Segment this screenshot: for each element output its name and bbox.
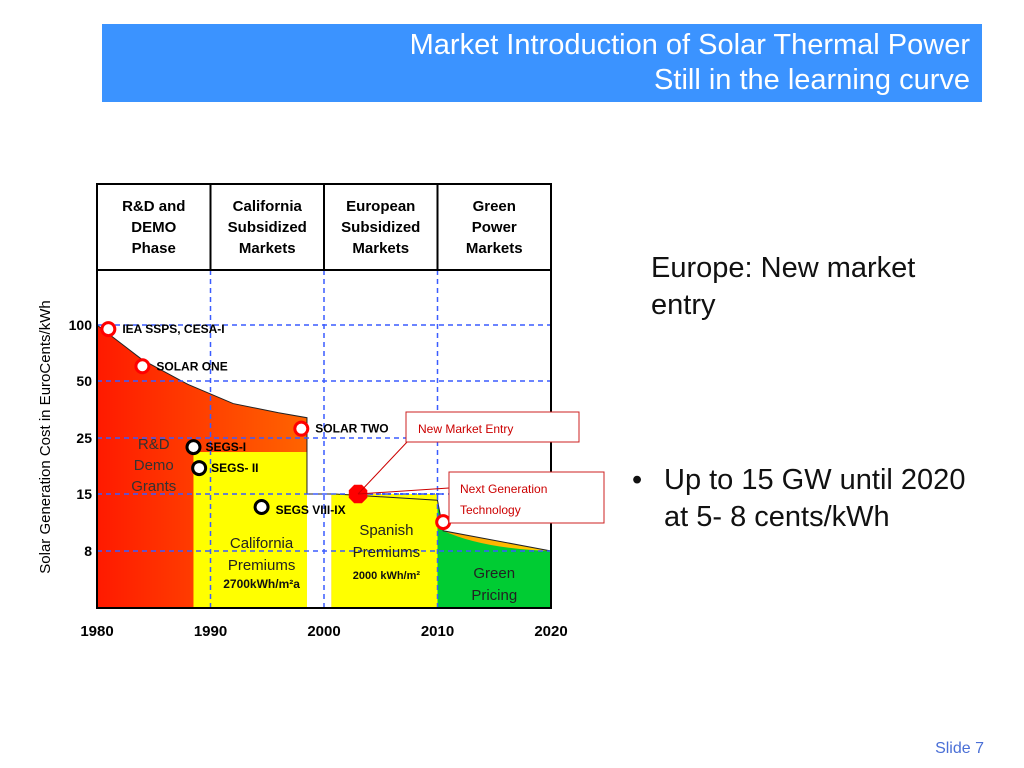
region-green xyxy=(437,500,551,608)
plant-marker xyxy=(100,321,117,338)
plant-label: IEA SSPS, CESA-I xyxy=(122,322,224,336)
region-label-california: California xyxy=(230,535,294,552)
bullet-list: Up to 15 GW until 2020 at 5- 8 cents/kWh xyxy=(628,462,988,536)
plant-marker xyxy=(253,498,270,515)
y-tick-label: 25 xyxy=(76,430,92,446)
y-tick-label: 8 xyxy=(84,543,92,559)
plot-frame xyxy=(96,183,552,609)
phase-label: R&D and xyxy=(122,198,185,215)
plant-label: SEGS VIII-IX xyxy=(276,503,346,517)
slide-subtitle: Still in the learning curve xyxy=(654,64,970,96)
phase-label: Green xyxy=(473,198,516,215)
region-label-rd: R&D xyxy=(138,436,170,453)
callout-next-generation: Next Generation xyxy=(460,482,547,496)
phase-label: Subsidized xyxy=(341,219,420,236)
x-tick-label: 2020 xyxy=(534,623,567,640)
region-label-spanish: Spanish xyxy=(359,522,413,539)
plant-marker xyxy=(185,439,202,456)
y-tick-label: 15 xyxy=(76,486,92,502)
phase-label: Markets xyxy=(466,240,523,257)
callout-box-new-entry xyxy=(405,411,580,443)
plant-label: SEGS- II xyxy=(211,461,258,475)
x-tick-label: 2000 xyxy=(307,623,340,640)
side-text: Europe: New market entry xyxy=(651,252,916,321)
phase-label: Markets xyxy=(352,240,409,257)
phase-label: Power xyxy=(472,219,517,236)
callout-box-next-gen xyxy=(448,471,605,524)
callout-leader xyxy=(357,440,409,495)
gap-region xyxy=(306,492,332,608)
region-sub-spanish: 2000 kWh/m² xyxy=(353,570,421,582)
callout-leader xyxy=(358,487,450,495)
x-tick-label: 1980 xyxy=(80,623,113,640)
region-california xyxy=(193,452,307,608)
plant-label: SEGS-I xyxy=(205,440,246,454)
y-tick-label: 50 xyxy=(76,373,92,389)
plant-marker xyxy=(435,514,452,531)
plant-label: SOLAR TWO xyxy=(315,422,388,436)
phase-label: California xyxy=(233,198,303,215)
y-axis-label: Solar Generation Cost in EuroCents/kWh xyxy=(37,300,54,573)
phase-label: Markets xyxy=(239,240,296,257)
region-label-rd: Demo xyxy=(134,457,174,474)
cost-curve-line xyxy=(96,324,552,552)
region-sub-california: 2700kWh/m²a xyxy=(223,577,300,591)
x-tick-label: 1990 xyxy=(194,623,227,640)
y-tick-label: 100 xyxy=(69,317,93,333)
region-label-green: Pricing xyxy=(471,587,517,604)
phase-label: European xyxy=(346,198,415,215)
callout-new-market-entry: New Market Entry xyxy=(418,422,513,436)
phase-label: DEMO xyxy=(131,219,176,236)
slide-number: Slide 7 xyxy=(935,740,984,757)
bullet-item: Up to 15 GW until 2020 at 5- 8 cents/kWh xyxy=(628,462,988,536)
region-label-green: Green xyxy=(473,565,515,582)
slide-title: Market Introduction of Solar Thermal Pow… xyxy=(409,29,970,61)
phase-label: Subsidized xyxy=(228,219,307,236)
region-label-spanish: Premiums xyxy=(353,544,421,561)
plant-marker xyxy=(293,420,310,437)
plant-marker xyxy=(134,358,151,375)
phase-label: Phase xyxy=(132,240,176,257)
region-label-california: Premiums xyxy=(228,557,296,574)
plant-marker xyxy=(191,460,208,477)
title-bar: Market Introduction of Solar Thermal Pow… xyxy=(102,24,982,102)
region-label-rd: Grants xyxy=(131,478,176,495)
plant-label: SOLAR ONE xyxy=(156,359,227,373)
x-tick-label: 2010 xyxy=(421,623,454,640)
callout-technology: Technology xyxy=(460,503,521,517)
